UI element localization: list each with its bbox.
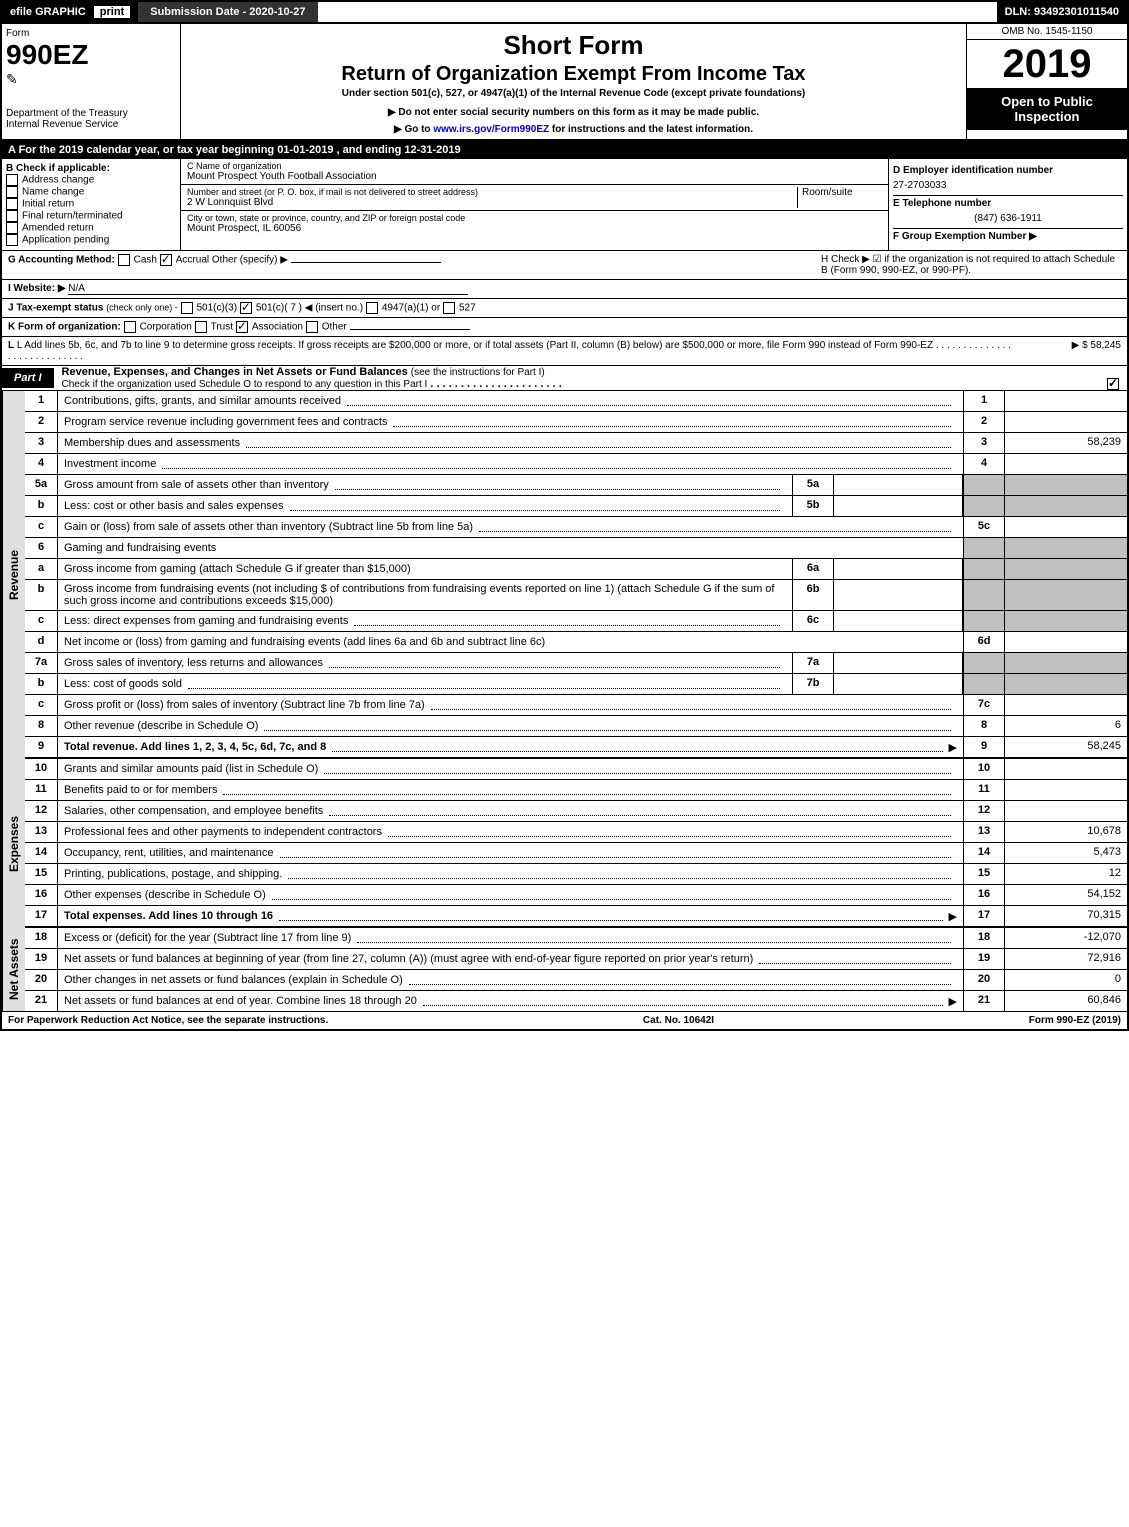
- form-number: 990EZ: [6, 39, 176, 71]
- line-a: A For the 2019 calendar year, or tax yea…: [0, 141, 1129, 159]
- line-17-value: 70,315: [1004, 906, 1127, 926]
- part1-title: Revenue, Expenses, and Changes in Net As…: [54, 366, 1127, 390]
- dln: DLN: 93492301011540: [997, 2, 1127, 22]
- sub-ssn: ▶ Do not enter social security numbers o…: [185, 107, 962, 118]
- topbar: efile GRAPHIC print Submission Date - 20…: [0, 0, 1129, 22]
- line-8-value: 6: [1004, 716, 1127, 736]
- row-i: I Website: ▶ N/A: [0, 280, 1129, 299]
- efile-graphic: efile GRAPHIC print: [2, 2, 138, 22]
- line-14-value: 5,473: [1004, 843, 1127, 863]
- row-j: J Tax-exempt status (check only one) - 5…: [0, 299, 1129, 318]
- line-15-value: 12: [1004, 864, 1127, 884]
- check-corp[interactable]: [124, 321, 136, 333]
- form-header: Form 990EZ ✎ Department of the Treasury …: [0, 22, 1129, 141]
- check-final[interactable]: [6, 210, 18, 222]
- dept-treasury: Department of the Treasury: [6, 108, 176, 119]
- check-schedule-o[interactable]: [1107, 378, 1119, 390]
- efile-label: efile GRAPHIC: [10, 6, 86, 18]
- city-label: City or town, state or province, country…: [187, 213, 882, 223]
- info-block: B Check if applicable: Address change Na…: [0, 159, 1129, 251]
- check-other[interactable]: [306, 321, 318, 333]
- check-name[interactable]: [6, 186, 18, 198]
- footer-right: Form 990-EZ (2019): [1029, 1015, 1121, 1026]
- check-assoc[interactable]: [236, 321, 248, 333]
- ein: 27-2703033: [893, 178, 1123, 193]
- line-16-value: 54,152: [1004, 885, 1127, 905]
- row-gh: G Accounting Method: Cash Accrual Other …: [0, 251, 1129, 280]
- check-accrual[interactable]: [160, 254, 172, 266]
- h-text: H Check ▶ ☑ if the organization is not r…: [821, 254, 1121, 276]
- check-initial[interactable]: [6, 198, 18, 210]
- irs-label: Internal Revenue Service: [6, 119, 176, 130]
- box-d: D Employer identification number 27-2703…: [889, 159, 1127, 250]
- g-label: G Accounting Method:: [8, 255, 115, 266]
- form-label: Form: [6, 28, 176, 39]
- vtab-revenue: Revenue: [2, 391, 25, 759]
- part1-header: Part I Revenue, Expenses, and Changes in…: [0, 366, 1129, 391]
- website-value: N/A: [68, 283, 468, 295]
- header-right: OMB No. 1545-1150 2019 Open to Public In…: [966, 24, 1127, 139]
- row-l: L L Add lines 5b, 6c, and 7b to line 9 t…: [0, 337, 1129, 366]
- box-b-label: B Check if applicable:: [6, 163, 176, 174]
- line-13-value: 10,678: [1004, 822, 1127, 842]
- line-20-value: 0: [1004, 970, 1127, 990]
- vtab-net-assets: Net Assets: [2, 928, 25, 1011]
- line-9-value: 58,245: [1004, 737, 1127, 757]
- page-footer: For Paperwork Reduction Act Notice, see …: [0, 1011, 1129, 1031]
- tax-year: 2019: [967, 40, 1127, 88]
- irs-link[interactable]: www.irs.gov/Form990EZ: [433, 124, 549, 135]
- addr-label: Number and street (or P. O. box, if mail…: [187, 187, 797, 197]
- l-text: L Add lines 5b, 6c, and 7b to line 9 to …: [17, 340, 933, 351]
- e-label: E Telephone number: [893, 195, 1123, 211]
- title-return: Return of Organization Exempt From Incom…: [185, 63, 962, 86]
- submission-date: Submission Date - 2020-10-27: [138, 2, 317, 22]
- l-value: ▶ $ 58,245: [1011, 340, 1121, 362]
- header-center: Short Form Return of Organization Exempt…: [181, 24, 966, 139]
- print-button[interactable]: print: [94, 6, 130, 18]
- footer-left: For Paperwork Reduction Act Notice, see …: [8, 1015, 328, 1026]
- row-k: K Form of organization: Corporation Trus…: [0, 318, 1129, 337]
- room-suite: Room/suite: [797, 187, 882, 208]
- line-21-value: 60,846: [1004, 991, 1127, 1011]
- k-label: K Form of organization:: [8, 322, 121, 333]
- org-city: Mount Prospect, IL 60056: [187, 223, 882, 234]
- box-b: B Check if applicable: Address change Na…: [2, 159, 181, 250]
- line-3-value: 58,239: [1004, 433, 1127, 453]
- i-label: I Website: ▶: [8, 283, 66, 294]
- check-501c[interactable]: [240, 302, 252, 314]
- part1-label: Part I: [2, 368, 54, 388]
- d-label: D Employer identification number: [893, 163, 1123, 178]
- check-527[interactable]: [443, 302, 455, 314]
- title-short-form: Short Form: [185, 30, 962, 61]
- line-18-value: -12,070: [1004, 928, 1127, 948]
- check-amended[interactable]: [6, 222, 18, 234]
- f-label: F Group Exemption Number ▶: [893, 228, 1123, 244]
- line-19-value: 72,916: [1004, 949, 1127, 969]
- box-c: C Name of organization Mount Prospect Yo…: [181, 159, 889, 250]
- vtab-expenses: Expenses: [2, 759, 25, 928]
- check-pending[interactable]: [6, 234, 18, 246]
- omb-number: OMB No. 1545-1150: [967, 24, 1127, 40]
- header-left: Form 990EZ ✎ Department of the Treasury …: [2, 24, 181, 139]
- telephone: (847) 636-1911: [893, 211, 1123, 226]
- check-501c3[interactable]: [181, 302, 193, 314]
- sub-section: Under section 501(c), 527, or 4947(a)(1)…: [185, 88, 962, 99]
- check-4947[interactable]: [366, 302, 378, 314]
- sub-goto: ▶ Go to www.irs.gov/Form990EZ for instru…: [185, 124, 962, 135]
- org-address: 2 W Lonnquist Blvd: [187, 197, 797, 208]
- footer-mid: Cat. No. 10642I: [328, 1015, 1028, 1026]
- j-label: J Tax-exempt status: [8, 303, 103, 314]
- check-address[interactable]: [6, 174, 18, 186]
- check-trust[interactable]: [195, 321, 207, 333]
- check-cash[interactable]: [118, 254, 130, 266]
- c-label: C Name of organization: [187, 161, 882, 171]
- org-name: Mount Prospect Youth Football Associatio…: [187, 171, 882, 182]
- lines-table: Revenue 1Contributions, gifts, grants, a…: [0, 391, 1129, 1011]
- open-public: Open to Public Inspection: [967, 88, 1127, 130]
